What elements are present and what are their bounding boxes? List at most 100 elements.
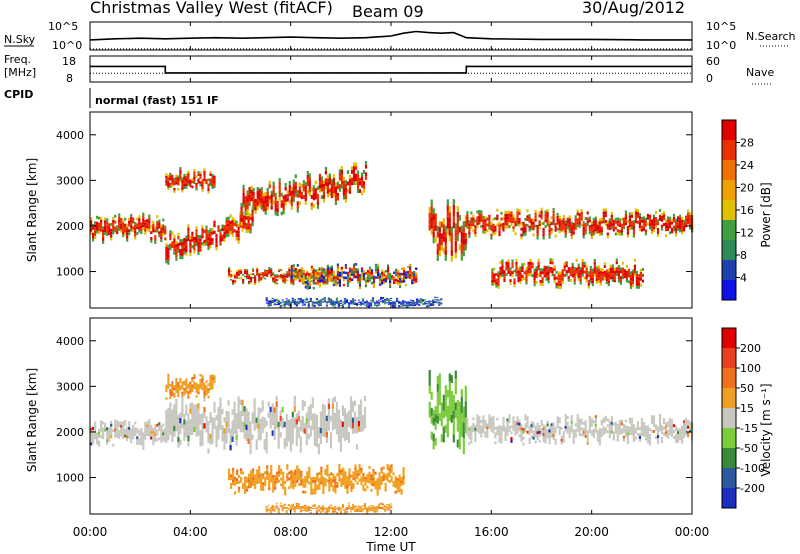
heatmap-cell bbox=[640, 424, 643, 428]
heatmap-cell bbox=[130, 222, 133, 226]
heatmap-cell bbox=[191, 377, 194, 380]
heatmap-cell bbox=[152, 223, 155, 227]
heatmap-cell bbox=[420, 298, 423, 300]
heatmap-cell bbox=[171, 388, 174, 392]
heatmap-cell bbox=[140, 222, 143, 226]
heatmap-cell bbox=[156, 220, 159, 224]
heatmap-cell bbox=[454, 229, 457, 235]
heatmap-cell bbox=[582, 220, 585, 224]
heatmap-cell bbox=[579, 269, 582, 273]
heatmap-cell bbox=[575, 258, 578, 262]
heatmap-cell bbox=[586, 220, 589, 224]
heatmap-cell bbox=[100, 225, 103, 229]
heatmap-cell bbox=[363, 304, 367, 306]
heatmap-cell bbox=[403, 275, 406, 278]
heatmap-cell bbox=[328, 188, 331, 193]
heatmap-cell bbox=[231, 220, 234, 224]
heatmap-cell bbox=[173, 244, 176, 249]
heatmap-cell bbox=[321, 298, 324, 300]
heatmap-cell bbox=[299, 301, 302, 303]
heatmap-cell bbox=[179, 239, 182, 243]
heatmap-cell bbox=[458, 244, 461, 251]
heatmap-cell bbox=[361, 302, 365, 304]
heatmap-cell bbox=[264, 207, 267, 211]
heatmap-cell bbox=[500, 429, 503, 432]
heatmap-cell bbox=[254, 279, 257, 282]
heatmap-cell bbox=[644, 217, 647, 221]
heatmap-cell bbox=[576, 425, 579, 429]
heatmap-cell bbox=[589, 274, 592, 278]
heatmap-cell bbox=[581, 268, 584, 271]
heatmap-cell bbox=[472, 429, 475, 432]
heatmap-cell bbox=[522, 224, 525, 228]
heatmap-cell bbox=[472, 417, 475, 421]
heatmap-cell bbox=[160, 433, 163, 437]
heatmap-cell bbox=[209, 173, 212, 176]
heatmap-cell bbox=[668, 432, 672, 436]
heatmap-cell bbox=[285, 302, 288, 304]
heatmap-cell bbox=[310, 489, 313, 492]
heatmap-cell bbox=[265, 299, 268, 301]
heatmap-cell bbox=[395, 281, 398, 284]
heatmap-cell bbox=[288, 273, 291, 276]
heatmap-cell bbox=[580, 427, 583, 431]
heatmap-cell bbox=[268, 475, 271, 479]
heatmap-cell bbox=[572, 432, 575, 436]
heatmap-cell bbox=[620, 419, 623, 423]
heatmap-cell bbox=[652, 415, 656, 419]
heatmap-cell bbox=[316, 282, 319, 285]
heatmap-cell bbox=[328, 276, 331, 280]
heatmap-cell bbox=[301, 299, 304, 301]
heatmap-cell bbox=[118, 216, 121, 220]
heatmap-cell bbox=[260, 273, 263, 276]
heatmap-cell bbox=[357, 415, 361, 421]
heatmap-cell bbox=[241, 426, 244, 433]
heatmap-cell bbox=[343, 419, 346, 425]
heatmap-cell bbox=[234, 275, 237, 278]
heatmap-cell bbox=[640, 421, 643, 425]
heatmap-cell bbox=[598, 430, 601, 434]
heatmap-cell bbox=[328, 266, 331, 270]
heatmap-cell bbox=[254, 474, 257, 478]
heatmap-cell bbox=[498, 430, 501, 434]
heatmap-cell bbox=[363, 412, 367, 418]
heatmap-cell bbox=[500, 437, 503, 441]
heatmap-cell bbox=[566, 226, 569, 230]
heatmap-cell bbox=[381, 269, 384, 272]
heatmap-cell bbox=[330, 194, 333, 199]
heatmap-cell bbox=[478, 416, 481, 420]
heatmap-cell bbox=[164, 436, 167, 440]
heatmap-cell bbox=[223, 225, 226, 229]
heatmap-cell bbox=[245, 223, 248, 227]
heatmap-cell bbox=[289, 419, 292, 425]
heatmap-cell bbox=[241, 421, 244, 427]
heatmap-cell bbox=[227, 422, 230, 428]
heatmap-cell bbox=[310, 268, 313, 271]
heatmap-cell bbox=[538, 439, 541, 443]
heatmap-cell bbox=[209, 241, 212, 245]
heatmap-cell bbox=[191, 407, 194, 414]
heatmap-cell bbox=[618, 232, 621, 236]
heatmap-cell bbox=[491, 277, 494, 280]
heatmap-cell bbox=[274, 475, 277, 478]
heatmap-cell bbox=[326, 473, 329, 477]
heatmap-cell bbox=[606, 226, 609, 230]
heatmap-cell bbox=[509, 282, 512, 286]
heatmap-cell bbox=[215, 431, 218, 437]
heatmap-cell bbox=[293, 406, 296, 412]
heatmap-cell bbox=[321, 403, 324, 410]
heatmap-cell bbox=[324, 480, 327, 484]
heatmap-cell bbox=[490, 227, 493, 231]
heatmap-cell bbox=[203, 175, 206, 179]
heatmap-cell bbox=[219, 402, 222, 409]
heatmap-cell bbox=[266, 195, 269, 200]
heatmap-cell bbox=[267, 301, 270, 303]
heatmap-cell bbox=[490, 425, 493, 429]
heatmap-cell bbox=[92, 441, 95, 445]
heatmap-cell bbox=[676, 216, 680, 220]
heatmap-cell bbox=[533, 274, 536, 278]
heatmap-cell bbox=[314, 191, 317, 196]
heatmap-cell bbox=[513, 278, 516, 282]
heatmap-cell bbox=[407, 273, 410, 276]
heatmap-cell bbox=[134, 430, 137, 434]
